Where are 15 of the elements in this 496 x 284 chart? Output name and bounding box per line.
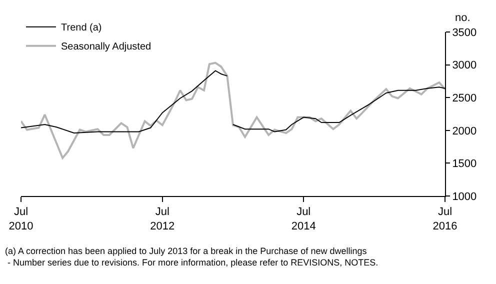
line-series [21,62,445,159]
y-tick-label: 3000 [452,60,477,72]
legend-label: Seasonally Adjusted [61,42,152,53]
legend-label: Trend (a) [61,22,102,34]
x-tick-label: Jul 2014 [291,206,316,232]
y-axis-title: no. [455,12,470,24]
y-tick-label: 3500 [452,26,477,39]
y-tick-label: 2000 [452,125,477,138]
text: (a) A correction has been applied to July 2013 for a break in the Purchase of new dwellings - Number series due to revisions. For more information, please refer to REVISIONS, NOTES. [5,246,378,268]
x-tick-label: Jul 2012 [150,206,175,232]
y-tick-label: 1000 [452,190,477,203]
x-tick-label: Jul 2016 [432,206,458,232]
y-tick-label: 1500 [452,158,477,170]
y-tick-label: 2500 [452,92,477,104]
x-tick-label: Jul 2010 [8,206,34,232]
